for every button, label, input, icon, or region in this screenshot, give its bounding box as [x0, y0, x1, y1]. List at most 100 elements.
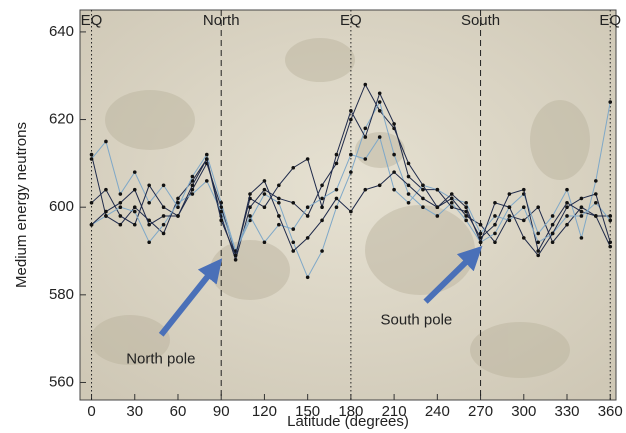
data-point — [449, 201, 454, 205]
data-point — [248, 214, 252, 218]
data-point — [161, 222, 166, 227]
data-point — [305, 214, 310, 218]
annotation-text: South pole — [381, 312, 453, 329]
data-point — [89, 152, 94, 157]
data-point — [204, 157, 209, 161]
data-point — [478, 222, 483, 227]
data-point — [118, 214, 123, 218]
data-point — [305, 157, 310, 161]
data-point — [334, 187, 339, 192]
data-point — [363, 82, 368, 87]
data-point — [320, 218, 324, 223]
marker-label: EQ — [81, 12, 103, 29]
data-point — [406, 192, 411, 196]
data-point — [320, 249, 324, 253]
data-point — [147, 240, 151, 245]
data-point — [565, 214, 569, 218]
data-point — [392, 122, 396, 126]
marker-label: EQ — [340, 12, 362, 29]
data-point — [421, 196, 425, 201]
data-point — [305, 275, 310, 280]
data-point — [349, 108, 353, 113]
data-point — [320, 183, 324, 188]
data-point — [565, 222, 569, 227]
data-point — [536, 205, 540, 209]
data-point — [219, 205, 224, 209]
data-point — [305, 236, 310, 240]
data-point — [464, 201, 468, 205]
data-point — [219, 218, 224, 223]
data-point — [132, 187, 137, 192]
data-point — [334, 161, 339, 166]
data-point — [349, 170, 353, 174]
data-point — [262, 240, 267, 245]
plot-background — [80, 10, 616, 400]
data-point — [536, 231, 540, 236]
data-point — [421, 187, 425, 192]
data-point — [147, 201, 151, 205]
data-point — [277, 222, 281, 227]
data-point — [305, 205, 310, 209]
data-point — [363, 135, 368, 139]
data-point — [334, 205, 339, 209]
data-point — [176, 214, 180, 218]
y-tick-label: 620 — [49, 111, 74, 128]
x-tick-label: 360 — [598, 403, 623, 420]
data-point — [320, 205, 324, 209]
data-point — [406, 183, 411, 188]
data-point — [248, 192, 252, 196]
data-point — [190, 187, 195, 192]
data-point — [204, 152, 209, 157]
data-point — [594, 201, 598, 205]
y-axis-label: Medium energy neutrons — [13, 122, 30, 288]
data-point — [118, 205, 123, 209]
data-point — [132, 170, 137, 174]
data-point — [579, 205, 584, 209]
data-point — [377, 183, 382, 188]
data-point — [493, 201, 497, 205]
data-point — [277, 201, 281, 205]
data-point — [392, 187, 396, 192]
data-point — [104, 214, 108, 218]
data-point — [608, 100, 613, 104]
x-tick-label: 240 — [425, 403, 450, 420]
data-point — [363, 187, 368, 192]
data-point — [104, 187, 108, 192]
data-point — [464, 205, 468, 209]
data-point — [608, 244, 613, 249]
data-point — [132, 209, 137, 214]
data-point — [449, 205, 454, 209]
data-point — [521, 218, 526, 223]
data-point — [104, 209, 108, 214]
crater-texture — [90, 38, 590, 378]
data-point — [579, 209, 584, 214]
data-point — [377, 91, 382, 96]
annotation-arrow — [158, 258, 223, 337]
data-point — [406, 161, 411, 166]
data-point — [334, 152, 339, 157]
data-point — [579, 196, 584, 201]
data-point — [161, 205, 166, 209]
data-point — [320, 196, 324, 201]
x-tick-label: 300 — [511, 403, 536, 420]
data-point — [521, 205, 526, 209]
annotation-arrow — [423, 245, 483, 304]
data-point — [421, 183, 425, 188]
y-tick-label: 640 — [49, 23, 74, 40]
data-point — [176, 205, 180, 209]
data-point — [464, 214, 468, 218]
data-point — [190, 183, 195, 188]
x-tick-label: 120 — [252, 403, 277, 420]
data-point — [132, 205, 137, 209]
y-tick-label: 560 — [49, 373, 74, 390]
data-point — [435, 214, 440, 218]
data-point — [349, 209, 353, 214]
x-tick-label: 210 — [382, 403, 407, 420]
data-point — [392, 152, 396, 157]
data-point — [493, 240, 497, 245]
data-point — [176, 196, 180, 201]
data-point — [161, 183, 166, 188]
x-tick-label: 150 — [295, 403, 320, 420]
x-tick-label: 180 — [338, 403, 363, 420]
data-point — [190, 179, 195, 183]
